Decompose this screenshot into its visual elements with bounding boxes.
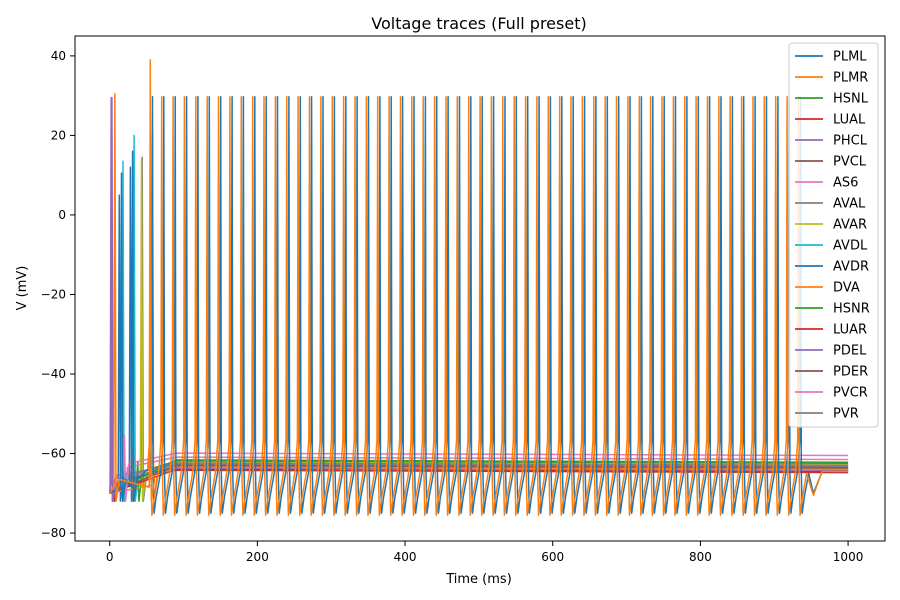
- y-tick-label: −20: [41, 287, 66, 301]
- y-tick-label: −60: [41, 447, 66, 461]
- x-tick-label: 1000: [833, 550, 864, 564]
- series-layer: [108, 59, 849, 516]
- x-tick-label: 800: [689, 550, 712, 564]
- legend-label-as6: AS6: [833, 176, 858, 191]
- legend-label-pvcr: PVCR: [833, 386, 868, 401]
- x-tick-label: 400: [394, 550, 417, 564]
- legend-label-avar: AVAR: [833, 218, 867, 233]
- legend-label-plml: PLML: [833, 50, 867, 65]
- legend: PLML PLMR HSNL LUAL PHCL PVCL AS6 AVAL AVAR AVDL A…: [788, 42, 879, 428]
- legend-label-plmr: PLMR: [833, 71, 868, 86]
- y-tick-label: −40: [41, 367, 66, 381]
- y-axis-label: V (mV): [15, 266, 30, 311]
- y-tick-label: 20: [51, 128, 66, 142]
- legend-label-pvr: PVR: [833, 407, 859, 422]
- chart-title: Voltage traces (Full preset): [371, 14, 586, 33]
- legend-label-hsnl: HSNL: [833, 92, 869, 107]
- series-line-plml: [109, 96, 849, 514]
- legend-label-avdr: AVDR: [833, 260, 869, 275]
- y-axis: −80 −60 −40 −20 0 20 40: [41, 49, 75, 540]
- legend-frame: [788, 42, 879, 428]
- legend-label-phcl: PHCL: [833, 134, 868, 149]
- legend-label-pdel: PDEL: [833, 344, 867, 359]
- series-line-plmr: [109, 59, 849, 516]
- legend-label-avdl: AVDL: [833, 239, 868, 254]
- y-tick-label: 40: [51, 49, 66, 63]
- legend-label-pvcl: PVCL: [833, 155, 867, 170]
- x-tick-label: 600: [541, 550, 564, 564]
- legend-label-dva: DVA: [833, 281, 860, 296]
- y-tick-label: 0: [58, 208, 66, 222]
- legend-label-pder: PDER: [833, 365, 868, 380]
- plot-frame: [74, 35, 886, 542]
- legend-label-luar: LUAR: [833, 323, 867, 338]
- x-tick-label: 0: [106, 550, 114, 564]
- y-tick-label: −80: [41, 526, 66, 540]
- legend-label-lual: LUAL: [833, 113, 866, 128]
- x-axis-label: Time (ms): [445, 572, 512, 587]
- x-tick-label: 200: [246, 550, 269, 564]
- x-axis: 0 200 400 600 800 1000: [106, 541, 863, 564]
- legend-label-hsnr: HSNR: [833, 302, 870, 317]
- legend-label-aval: AVAL: [833, 197, 866, 212]
